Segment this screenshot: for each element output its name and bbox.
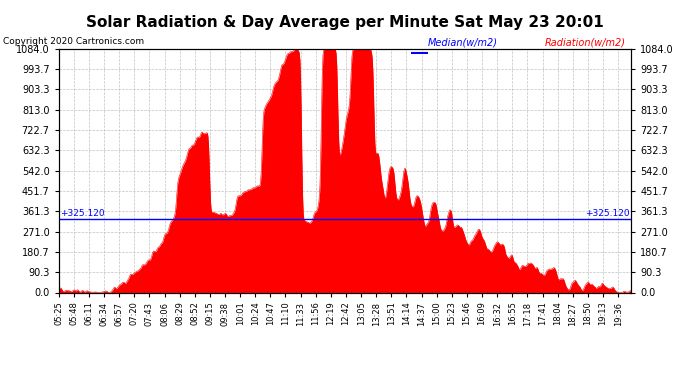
Text: Radiation(w/m2): Radiation(w/m2): [545, 38, 626, 48]
Text: Median(w/m2): Median(w/m2): [428, 38, 497, 48]
Text: +325.120: +325.120: [585, 209, 630, 218]
Text: +325.120: +325.120: [60, 209, 105, 218]
Text: Copyright 2020 Cartronics.com: Copyright 2020 Cartronics.com: [3, 38, 145, 46]
Text: Solar Radiation & Day Average per Minute Sat May 23 20:01: Solar Radiation & Day Average per Minute…: [86, 15, 604, 30]
